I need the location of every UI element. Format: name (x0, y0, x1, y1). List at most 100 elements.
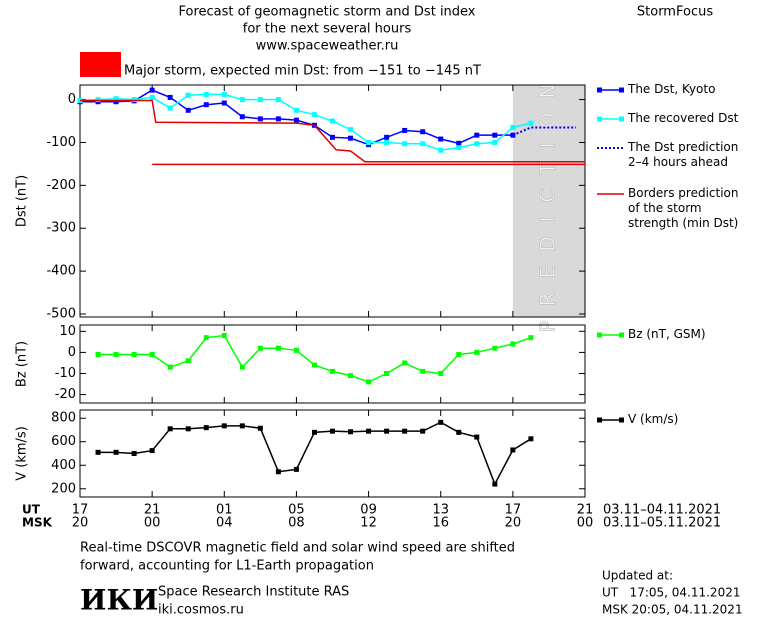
data-point (167, 364, 173, 370)
data-point (474, 141, 480, 147)
data-point (257, 97, 263, 103)
data-point (95, 449, 101, 455)
data-point (257, 116, 263, 122)
data-point (528, 120, 534, 126)
x2-tick-label: 08 (288, 516, 305, 531)
legend-label: The recovered Dst (628, 111, 739, 125)
x2-axis-label: MSK (22, 516, 53, 530)
data-point (510, 124, 516, 130)
data-point (131, 97, 137, 103)
x-tick-label: 09 (360, 503, 377, 518)
data-point (203, 335, 209, 341)
data-point (293, 347, 299, 353)
data-point (348, 429, 354, 435)
data-point (167, 105, 173, 111)
legend-marker (619, 116, 624, 122)
data-point (348, 135, 354, 141)
data-point (438, 136, 444, 142)
data-point (311, 362, 317, 368)
data-point (113, 449, 119, 455)
x2-tick-label: 00 (577, 516, 594, 531)
y-tick-label: -300 (46, 221, 76, 236)
title: Forecast of geomagnetic storm and Dst in… (178, 5, 475, 20)
y-tick-label: -20 (55, 387, 76, 402)
y-tick-label: -100 (46, 135, 76, 150)
legend-marker (597, 417, 602, 423)
plot-frame (79, 324, 586, 404)
x-tick-label: 21 (144, 503, 161, 518)
data-point (384, 134, 390, 140)
data-point (456, 145, 462, 151)
data-point (402, 141, 408, 147)
data-point (330, 118, 335, 124)
data-point (420, 141, 426, 147)
y-axis-label: V (km/s) (15, 426, 30, 481)
legend-marker (597, 87, 602, 93)
data-point (113, 96, 119, 102)
plot-frame (79, 84, 586, 318)
data-point (510, 341, 516, 347)
data-point (275, 345, 281, 351)
footer-note: forward, accounting for L1-Earth propaga… (80, 559, 374, 574)
data-point (474, 349, 480, 355)
data-point (293, 117, 299, 123)
storm-swatch (80, 52, 121, 77)
series-line (80, 99, 585, 163)
data-point (95, 97, 101, 103)
data-point (528, 436, 534, 442)
data-point (275, 116, 281, 122)
x-tick-label: 21 (577, 503, 594, 518)
data-point (95, 352, 101, 358)
data-point (185, 426, 191, 432)
x2-tick-label: 04 (216, 516, 233, 531)
footer-note: Real-time DSCOVR magnetic field and sola… (80, 541, 515, 556)
data-point (420, 129, 426, 135)
legend-marker (597, 116, 602, 122)
data-point (384, 139, 390, 145)
data-point (420, 368, 426, 374)
legend-label: V (km/s) (628, 412, 679, 426)
x-axis-label: UT (22, 503, 41, 517)
updated: MSK 20:05, 04.11.2021 (602, 603, 743, 617)
data-point (167, 426, 173, 432)
x-tick-label: 01 (216, 503, 233, 518)
y-tick-label: -500 (46, 306, 76, 321)
x-tick-label: 05 (288, 503, 305, 518)
data-point (257, 345, 263, 351)
x-date-range: 03.11–04.11.2021 (603, 503, 721, 518)
data-point (474, 132, 480, 138)
data-point (330, 368, 335, 374)
data-point (384, 370, 390, 376)
data-point (293, 466, 299, 472)
series-line (512, 126, 576, 137)
data-point (113, 352, 119, 358)
legend-marker (619, 417, 624, 423)
series-line (79, 93, 532, 151)
data-point (456, 140, 462, 146)
data-point (311, 112, 317, 118)
x2-date-range: 03.11–05.11.2021 (603, 516, 721, 531)
y-tick-label: 10 (59, 324, 76, 339)
data-point (239, 114, 245, 120)
y-tick-label: -200 (46, 178, 76, 193)
logo: ИКИ (80, 584, 158, 617)
plot-frame (79, 409, 586, 498)
data-point (257, 425, 263, 431)
legend-label: Bz (nT, GSM) (628, 327, 706, 341)
data-point (185, 92, 191, 98)
data-point (438, 419, 444, 425)
data-point (510, 447, 516, 453)
data-point (149, 87, 155, 93)
data-point (203, 425, 209, 431)
y-tick-label: 0 (68, 92, 76, 107)
legend-label: Borders prediction of the storm strength… (628, 186, 739, 230)
y-tick-label: 400 (51, 458, 76, 473)
x-tick-label: 17 (505, 503, 522, 518)
data-point (348, 373, 354, 379)
data-point (149, 94, 155, 100)
data-point (311, 429, 317, 435)
data-point (456, 429, 462, 435)
data-point (420, 428, 426, 434)
title: www.spaceweather.ru (256, 39, 399, 54)
